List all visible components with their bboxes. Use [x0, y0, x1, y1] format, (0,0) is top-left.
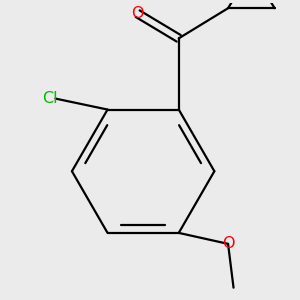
Text: O: O [131, 6, 144, 21]
Text: O: O [222, 236, 234, 251]
Text: Cl: Cl [42, 91, 58, 106]
